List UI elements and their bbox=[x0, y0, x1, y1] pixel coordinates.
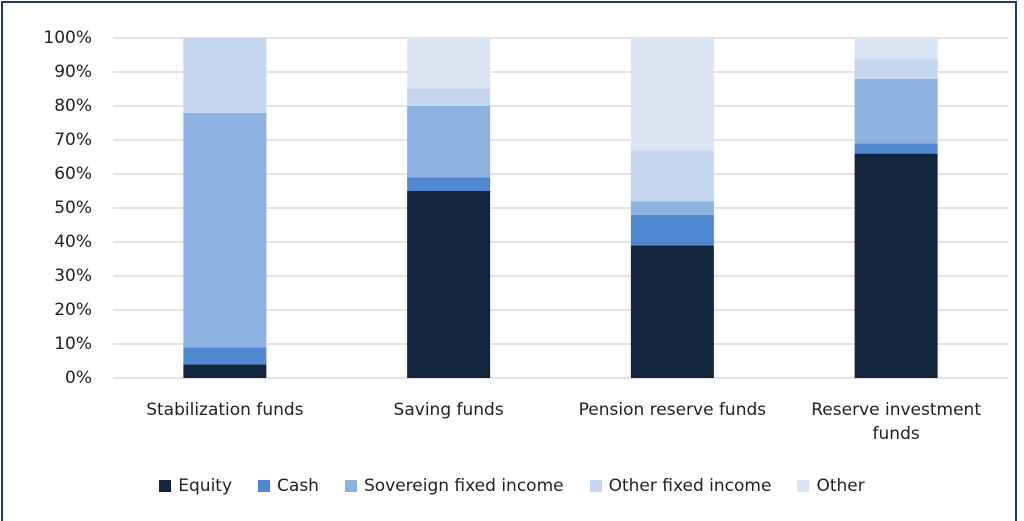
y-tick-label: 20% bbox=[54, 300, 92, 320]
legend-swatch bbox=[344, 480, 357, 492]
y-tick-label: 80% bbox=[54, 96, 92, 116]
bar-segment bbox=[630, 38, 714, 151]
y-tick-label: 50% bbox=[54, 198, 92, 218]
bar-segment bbox=[407, 177, 491, 191]
legend-swatch bbox=[258, 480, 271, 492]
legend-label: Cash bbox=[277, 476, 319, 496]
legend-swatch bbox=[589, 480, 602, 492]
bar-segment bbox=[183, 347, 267, 365]
bar-segment bbox=[854, 58, 938, 79]
bar-segment bbox=[407, 191, 491, 378]
bar-segment bbox=[630, 201, 714, 215]
legend-item: Other fixed income bbox=[589, 476, 772, 496]
legend-item: Cash bbox=[258, 476, 319, 496]
bar-segment bbox=[183, 364, 267, 378]
bar-segment bbox=[630, 150, 714, 202]
y-tick-label: 40% bbox=[54, 232, 92, 252]
bar-segment bbox=[854, 143, 938, 154]
bar-segment bbox=[407, 89, 491, 106]
bar-segment bbox=[630, 214, 714, 246]
legend: Equity Cash Sovereign fixed income Other fi… bbox=[0, 476, 1024, 496]
y-tick-label: 60% bbox=[54, 164, 92, 184]
bar-segment bbox=[407, 38, 491, 89]
bar-segment bbox=[854, 38, 938, 59]
x-tick-label: Pension reserve funds bbox=[578, 400, 767, 420]
x-tick-label: Reserve investment funds bbox=[811, 400, 981, 444]
y-tick-label: 90% bbox=[54, 62, 92, 82]
x-tick-label: Stabilization funds bbox=[146, 400, 304, 420]
bar-segment bbox=[854, 153, 938, 378]
bar-segment bbox=[183, 112, 267, 348]
legend-label: Sovereign fixed income bbox=[363, 476, 564, 496]
y-tick-label: 0% bbox=[65, 368, 92, 388]
legend-label: Equity bbox=[178, 476, 233, 496]
y-tick-label: 70% bbox=[54, 130, 92, 150]
legend-item: Sovereign fixed income bbox=[344, 476, 564, 496]
legend-item: Equity bbox=[159, 476, 232, 496]
bar-segment bbox=[407, 106, 491, 178]
y-tick-label: 10% bbox=[54, 334, 92, 354]
bar-segment bbox=[630, 245, 714, 378]
y-tick-label: 30% bbox=[54, 266, 92, 286]
legend-label: Other bbox=[816, 476, 865, 496]
legend-swatch bbox=[159, 480, 172, 492]
bar-segment bbox=[183, 38, 267, 113]
x-tick-label: Saving funds bbox=[393, 400, 504, 420]
legend-item: Other bbox=[797, 476, 865, 496]
legend-label: Other fixed income bbox=[608, 476, 772, 496]
bar-segment bbox=[854, 78, 938, 144]
y-tick-label: 100% bbox=[43, 28, 92, 48]
legend-swatch bbox=[797, 480, 810, 492]
